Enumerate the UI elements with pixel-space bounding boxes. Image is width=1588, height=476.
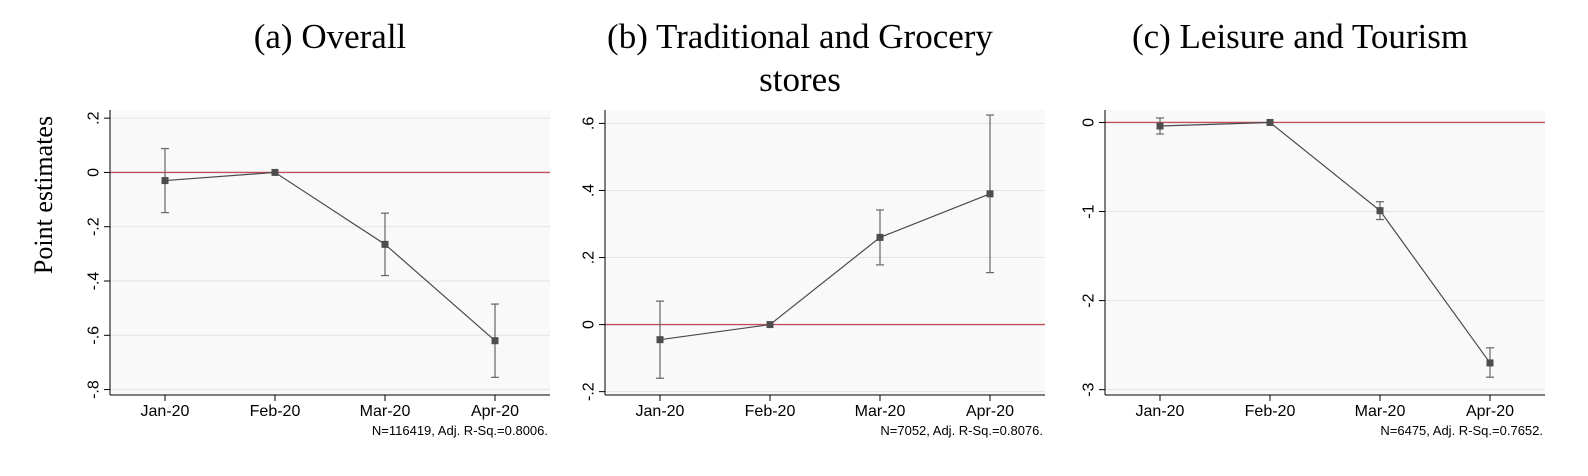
- panel-a-point-marker: [271, 168, 279, 176]
- panel-c-y-tick-label: -3: [1081, 382, 1098, 396]
- panel-b-y-tick-label: -.2: [581, 382, 598, 401]
- panel-a-note: N=116419, Adj. R-Sq.=0.8006.: [372, 423, 548, 438]
- panel-b-x-tick-label: Mar-20: [855, 403, 906, 420]
- panel-b-title-line-1: (b) Traditional and Grocery: [607, 17, 993, 56]
- panel-a-point-marker: [491, 337, 499, 345]
- panel-c-y-tick-label: -2: [1081, 293, 1098, 307]
- panel-c-x-tick-label: Apr-20: [1466, 403, 1514, 420]
- panel-a-point-marker: [381, 240, 389, 248]
- panel-b-point-marker: [986, 190, 994, 198]
- panel-b-y-tick-label: .4: [581, 184, 598, 197]
- panel-c-series-line: [1159, 121, 1491, 364]
- panel-b-title: (b) Traditional and Grocery stores: [575, 15, 1025, 101]
- panel-b-y-tick-label: .6: [581, 117, 598, 130]
- panel-a-y-tick-label: -.8: [86, 380, 103, 399]
- panel-b-x-tick-label: Jan-20: [636, 403, 685, 420]
- panel-a-y-tick-label: 0: [86, 168, 103, 177]
- panel-c-x-tick-label: Feb-20: [1245, 403, 1296, 420]
- panel-a-y-tick-label: -.4: [86, 272, 103, 291]
- panel-a-series-line: [164, 171, 496, 342]
- panel-b-point-marker: [656, 336, 664, 344]
- panel-b-note: N=7052, Adj. R-Sq.=0.8076.: [880, 423, 1043, 438]
- panel-c-point-marker: [1376, 207, 1384, 215]
- panel-c-title: (c) Leisure and Tourism: [1131, 17, 1469, 56]
- panel-b-x-tick-label: Apr-20: [966, 403, 1014, 420]
- panel-c-plot-bg: [1105, 110, 1545, 395]
- panel-c-x-tick-label: Jan-20: [1136, 403, 1185, 420]
- panel-a-x-tick-label: Jan-20: [141, 403, 190, 420]
- panel-a-x-tick-label: Apr-20: [471, 403, 519, 420]
- panel-a-y-tick-label: -.6: [86, 326, 103, 345]
- panel-c-point-marker: [1266, 118, 1274, 126]
- panel-c-point-marker: [1156, 122, 1164, 130]
- panel-c-x-tick-label: Mar-20: [1355, 403, 1406, 420]
- panel-a-point-marker: [161, 177, 169, 185]
- panel-b-point-marker: [876, 233, 884, 241]
- panel-b-point-marker: [766, 321, 774, 329]
- panel-c-point-marker: [1486, 359, 1494, 367]
- panel-b-x-tick-label: Feb-20: [745, 403, 796, 420]
- panel-c-note: N=6475, Adj. R-Sq.=0.7652.: [1380, 423, 1543, 438]
- panel-a-title: (a) Overall: [253, 17, 407, 56]
- panel-b-title-line-2: stores: [759, 60, 841, 99]
- panel-b-y-tick-label: .2: [581, 251, 598, 264]
- panel-b-plot-bg: [605, 110, 1045, 395]
- panel-a-x-tick-label: Feb-20: [250, 403, 301, 420]
- panel-b-series-line: [659, 193, 991, 341]
- panel-a-y-tick-label: -.2: [86, 217, 103, 236]
- panel-a-x-tick-label: Mar-20: [360, 403, 411, 420]
- panel-c-y-tick-label: -1: [1081, 204, 1098, 218]
- panel-a-plot-bg: [110, 110, 550, 395]
- panel-a-y-tick-label: .2: [86, 111, 103, 124]
- panel-b-y-tick-label: 0: [581, 320, 598, 329]
- panel-c-y-tick-label: 0: [1081, 118, 1098, 127]
